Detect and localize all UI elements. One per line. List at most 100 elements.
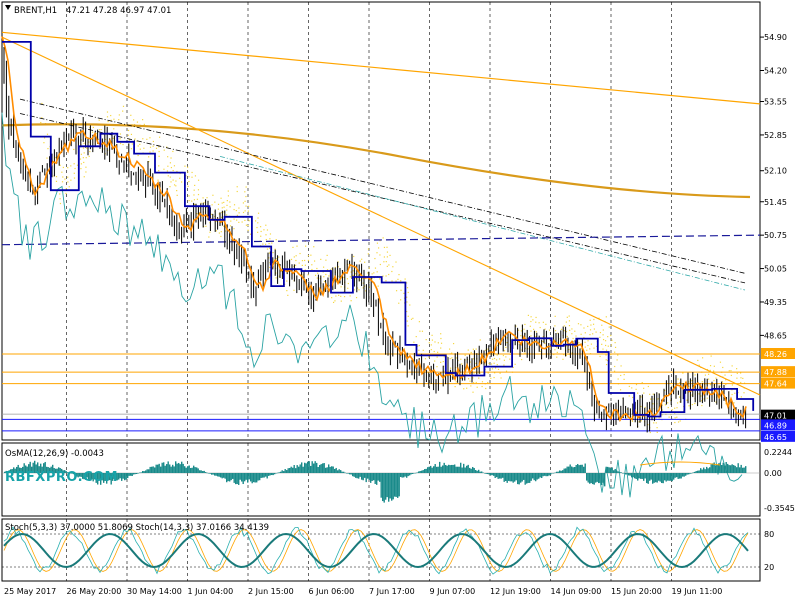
cloud-dot — [335, 281, 337, 283]
cloud-dot — [65, 192, 67, 195]
cloud-dot — [701, 404, 703, 407]
cloud-dot — [202, 197, 204, 199]
cloud-dot — [592, 333, 594, 335]
cloud-dot — [241, 221, 243, 223]
cloud-dot — [569, 329, 571, 331]
osma-bar — [5, 470, 7, 473]
osma-bar — [31, 466, 33, 473]
osma-bar — [131, 473, 133, 477]
cloud-dot — [331, 268, 333, 270]
cloud-dot — [458, 369, 461, 371]
cloud-dot — [247, 229, 249, 231]
cloud-dot — [688, 405, 690, 407]
osma-bar — [532, 473, 534, 479]
osma-bar — [325, 467, 327, 473]
osma-bar — [182, 463, 184, 473]
cloud-dot — [89, 150, 91, 153]
osma-bar — [637, 473, 639, 481]
cloud-dot — [470, 385, 472, 387]
cloud-dot — [590, 324, 592, 326]
osma-bar — [652, 473, 654, 484]
cloud-dot — [353, 255, 355, 258]
osma-bar — [148, 469, 150, 473]
osma-bar — [418, 471, 420, 473]
cloud-dot — [656, 431, 658, 433]
osma-bar — [71, 473, 73, 474]
osma-bar — [536, 473, 538, 480]
cloud-dot — [392, 266, 394, 268]
stoch-pane — [1, 518, 761, 582]
cloud-dot — [43, 142, 45, 144]
osma-bar — [302, 466, 304, 473]
cloud-dot — [196, 213, 198, 215]
date-label: 7 Jun 17:00 — [369, 587, 415, 596]
osma-bar — [113, 473, 115, 479]
cloud-dot — [218, 232, 220, 234]
cloud-dot — [295, 264, 297, 266]
cloud-dot — [340, 300, 342, 302]
cloud-dot — [440, 347, 442, 349]
collapse-arrow-icon[interactable] — [5, 5, 11, 10]
osma-bar — [85, 473, 87, 480]
cloud-dot — [373, 272, 375, 274]
cloud-dot — [67, 176, 69, 178]
osma-bar — [439, 461, 441, 473]
osma-bar — [328, 464, 330, 473]
osma-bar — [491, 473, 493, 476]
cloud-dot — [658, 417, 660, 419]
cloud-dot — [175, 180, 177, 182]
cloud-dot — [608, 326, 610, 328]
cloud-dot — [472, 391, 474, 393]
cloud-dot — [568, 325, 571, 327]
osma-bar — [413, 473, 415, 474]
cloud-dot — [686, 399, 688, 401]
osma-bar — [7, 470, 9, 473]
cloud-dot — [244, 219, 246, 222]
osma-bar — [398, 473, 400, 497]
cloud-dot — [587, 340, 589, 342]
cloud-dot — [649, 431, 651, 434]
cloud-dot — [187, 185, 189, 187]
price-tag — [761, 366, 795, 378]
cloud-dot — [481, 385, 483, 388]
osma-bar — [367, 473, 369, 479]
cloud-dot — [568, 348, 570, 351]
cloud-dot — [269, 247, 271, 249]
cloud-dot — [506, 341, 508, 344]
cloud-dot — [605, 316, 607, 318]
cloud-dot — [70, 179, 72, 181]
cloud-dot — [173, 184, 176, 186]
cloud-dot — [607, 345, 609, 347]
cloud-dot — [674, 412, 676, 414]
cloud-dot — [617, 354, 619, 356]
cloud-dot — [158, 170, 160, 172]
cloud-dot — [400, 280, 402, 282]
cloud-dot — [194, 175, 197, 177]
cloud-dot — [61, 171, 63, 173]
cloud-dot — [221, 207, 223, 209]
cloud-dot — [535, 335, 537, 338]
cloud-dot — [400, 289, 402, 291]
cloud-dot — [700, 395, 702, 397]
osma-bar — [458, 466, 460, 473]
osma-bar — [215, 473, 217, 476]
osma-bar — [310, 465, 312, 473]
osma-bar — [65, 471, 67, 473]
osma-bar — [388, 473, 390, 502]
osma-bar — [331, 466, 333, 473]
cloud-dot — [553, 353, 555, 356]
osma-bar — [404, 473, 406, 477]
osma-bar — [616, 470, 618, 473]
cloud-dot — [661, 414, 663, 416]
price-pane — [1, 1, 761, 441]
cloud-dot — [364, 261, 366, 263]
osma-bar — [275, 473, 277, 474]
cloud-dot — [374, 257, 376, 260]
cloud-dot — [589, 333, 591, 336]
osma-bar — [295, 468, 297, 473]
cloud-dot — [407, 325, 409, 327]
cloud-dot — [191, 200, 193, 202]
cloud-dot — [302, 274, 304, 276]
osma-bar — [23, 463, 25, 473]
